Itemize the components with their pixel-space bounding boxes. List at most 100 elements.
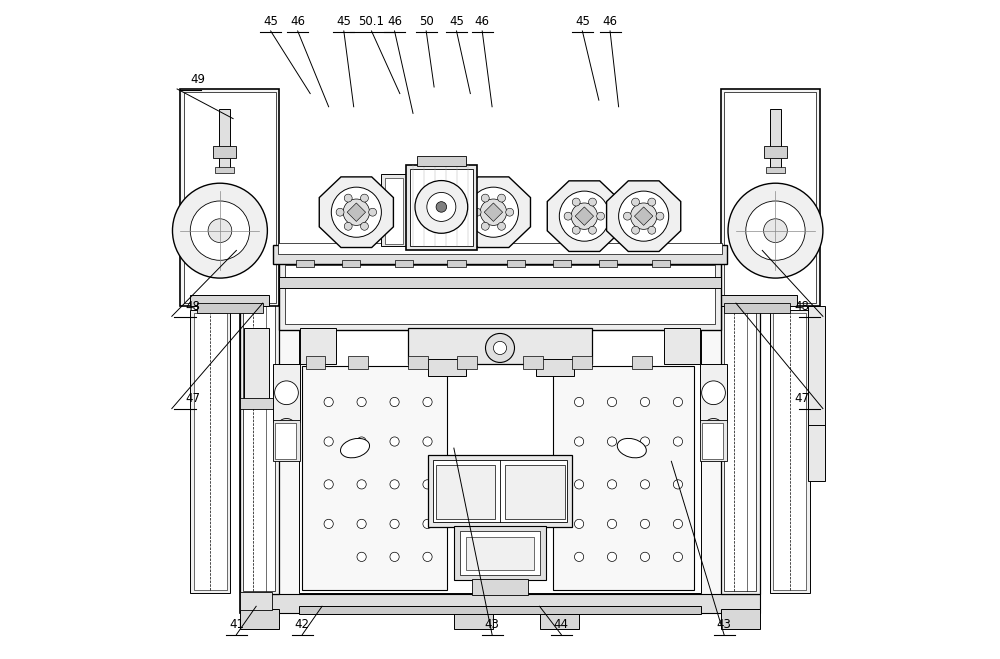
Text: 50: 50 xyxy=(419,14,434,28)
Bar xyxy=(436,465,495,519)
Bar xyxy=(285,265,715,324)
Circle shape xyxy=(673,552,683,561)
Bar xyxy=(472,579,528,595)
Circle shape xyxy=(344,222,352,230)
Circle shape xyxy=(572,226,580,234)
Circle shape xyxy=(390,397,399,407)
Bar xyxy=(808,425,825,481)
Bar xyxy=(632,356,652,369)
Circle shape xyxy=(640,552,650,561)
Text: 46: 46 xyxy=(475,14,490,28)
Bar xyxy=(724,92,816,303)
Circle shape xyxy=(423,519,432,529)
Text: 46: 46 xyxy=(603,14,618,28)
Bar xyxy=(724,303,790,313)
Circle shape xyxy=(574,552,584,561)
Circle shape xyxy=(172,183,267,278)
Bar xyxy=(454,610,493,629)
Circle shape xyxy=(324,397,333,407)
Circle shape xyxy=(436,202,447,212)
Bar xyxy=(395,260,413,267)
Bar xyxy=(299,310,701,593)
Bar xyxy=(808,306,825,428)
Bar xyxy=(408,328,592,364)
Circle shape xyxy=(630,203,657,229)
Circle shape xyxy=(357,519,366,529)
Circle shape xyxy=(574,437,584,446)
Bar xyxy=(240,257,279,594)
Text: 45: 45 xyxy=(263,14,278,28)
Text: 47: 47 xyxy=(185,392,200,405)
Circle shape xyxy=(343,199,370,225)
Polygon shape xyxy=(456,177,530,248)
Circle shape xyxy=(702,381,725,405)
Circle shape xyxy=(619,191,669,241)
Bar xyxy=(243,262,275,591)
Text: 45: 45 xyxy=(575,14,590,28)
Text: 42: 42 xyxy=(295,618,310,631)
Bar xyxy=(507,260,525,267)
Bar xyxy=(721,257,760,594)
Bar xyxy=(219,109,230,171)
Circle shape xyxy=(607,437,617,446)
Circle shape xyxy=(574,480,584,489)
Bar xyxy=(721,609,760,629)
Circle shape xyxy=(423,397,432,407)
Circle shape xyxy=(607,480,617,489)
Ellipse shape xyxy=(341,438,370,458)
Circle shape xyxy=(673,480,683,489)
Bar xyxy=(553,260,571,267)
Circle shape xyxy=(481,222,489,230)
Text: 49: 49 xyxy=(190,72,205,86)
Circle shape xyxy=(640,437,650,446)
Circle shape xyxy=(572,198,580,206)
Circle shape xyxy=(589,198,596,206)
Circle shape xyxy=(277,418,296,438)
Bar xyxy=(240,398,276,409)
Bar xyxy=(348,356,368,369)
Bar xyxy=(184,92,276,303)
Circle shape xyxy=(486,333,514,362)
Bar xyxy=(408,356,428,369)
Text: 47: 47 xyxy=(795,392,810,405)
Bar xyxy=(433,460,567,522)
Circle shape xyxy=(423,437,432,446)
Text: 48: 48 xyxy=(795,300,810,313)
Circle shape xyxy=(498,194,506,202)
Bar xyxy=(724,262,756,591)
Circle shape xyxy=(480,199,507,225)
Circle shape xyxy=(623,212,631,220)
Bar xyxy=(299,606,701,614)
Circle shape xyxy=(597,212,605,220)
Bar xyxy=(275,423,296,459)
Circle shape xyxy=(208,219,232,243)
Circle shape xyxy=(390,519,399,529)
Bar xyxy=(536,359,574,376)
Circle shape xyxy=(336,208,344,216)
Bar xyxy=(190,295,269,306)
Circle shape xyxy=(390,552,399,561)
Circle shape xyxy=(390,480,399,489)
Ellipse shape xyxy=(617,438,646,458)
Bar xyxy=(447,260,466,267)
Text: 43: 43 xyxy=(485,618,500,631)
Bar xyxy=(240,594,760,613)
Text: 46: 46 xyxy=(290,14,305,28)
Circle shape xyxy=(361,194,368,202)
Circle shape xyxy=(656,212,664,220)
Circle shape xyxy=(324,519,333,529)
Circle shape xyxy=(473,208,481,216)
Bar xyxy=(197,303,263,313)
Circle shape xyxy=(764,219,787,243)
Circle shape xyxy=(361,222,368,230)
Bar xyxy=(700,364,727,422)
Circle shape xyxy=(357,437,366,446)
Circle shape xyxy=(648,226,656,234)
Circle shape xyxy=(324,480,333,489)
Bar xyxy=(240,592,272,610)
Bar xyxy=(273,364,300,422)
Bar xyxy=(460,531,540,575)
Bar xyxy=(457,356,477,369)
Circle shape xyxy=(640,480,650,489)
Bar xyxy=(296,260,314,267)
